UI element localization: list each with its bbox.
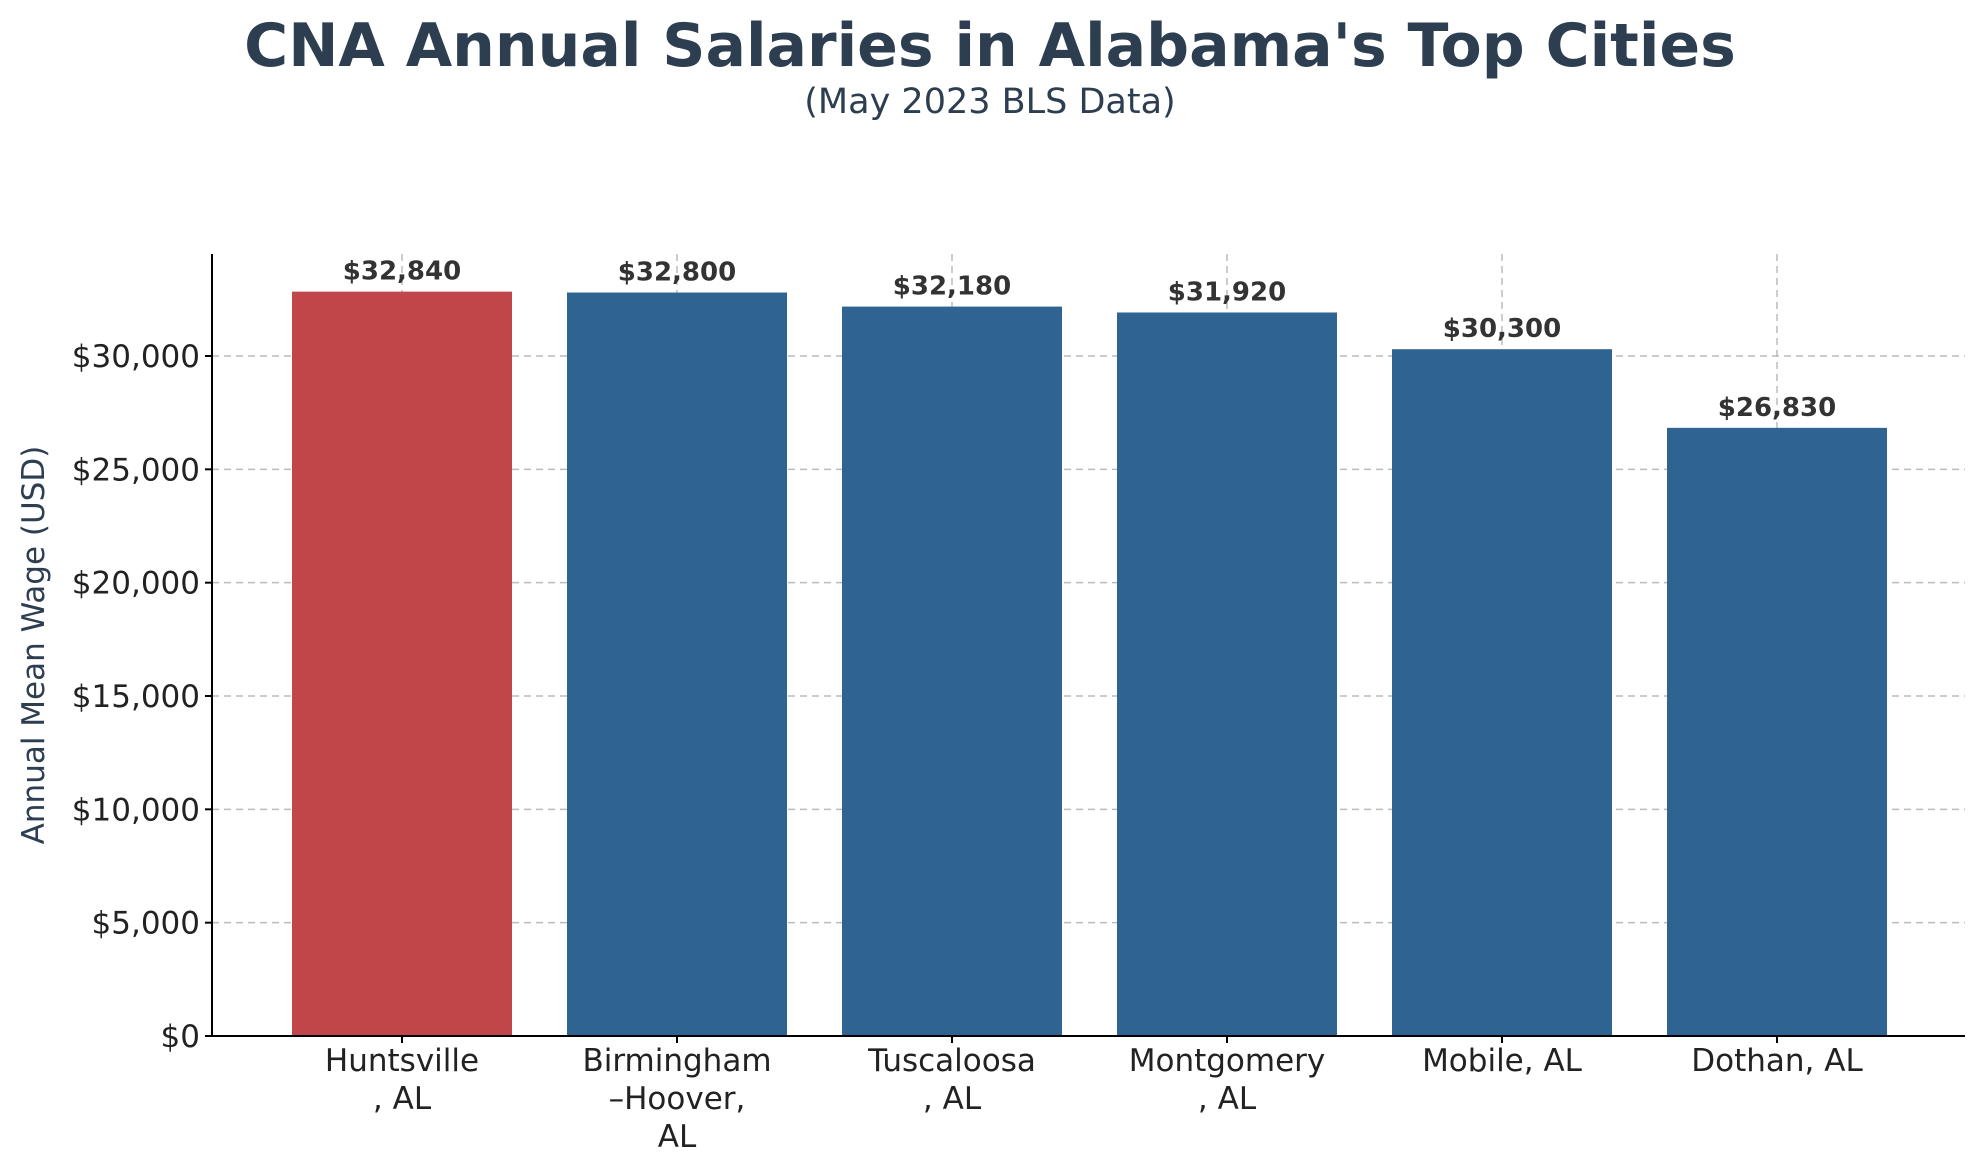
x-tick-label: Huntsville, AL bbox=[325, 1043, 479, 1117]
x-tick-label: Dothan, AL bbox=[1691, 1043, 1863, 1079]
x-tick-label-line: Birmingham bbox=[582, 1043, 771, 1079]
x-tick-label: Mobile, AL bbox=[1422, 1043, 1583, 1079]
bar bbox=[1392, 349, 1612, 1036]
bar-value-label: $32,180 bbox=[893, 272, 1011, 302]
chart-title: CNA Annual Salaries in Alabama's Top Cit… bbox=[244, 11, 1736, 81]
bar-value-label: $32,800 bbox=[618, 258, 736, 288]
y-tick-label: $5,000 bbox=[92, 906, 200, 942]
x-tick-label-line: Mobile, AL bbox=[1422, 1043, 1583, 1079]
x-tick-label: Montgomery, AL bbox=[1129, 1043, 1326, 1117]
y-tick-label: $10,000 bbox=[72, 792, 200, 828]
bars-layer bbox=[292, 291, 1887, 1037]
y-ticks-layer: $0 $5,000 $10,000 $15,000 $20,000 $25,000 $30,… bbox=[72, 339, 212, 1055]
y-tick-label: $30,000 bbox=[72, 339, 200, 375]
y-tick-label: $0 bbox=[161, 1019, 200, 1055]
chart-subtitle: (May 2023 BLS Data) bbox=[804, 82, 1175, 122]
bar bbox=[1117, 312, 1337, 1037]
x-tick-label-line: Tuscaloosa bbox=[867, 1043, 1036, 1079]
x-tick-label-line: Huntsville bbox=[325, 1043, 479, 1079]
y-tick-label: $15,000 bbox=[72, 679, 200, 715]
x-tick-label-line: , AL bbox=[373, 1081, 432, 1117]
bar bbox=[292, 291, 512, 1036]
bar-value-label: $30,300 bbox=[1443, 314, 1561, 344]
bar bbox=[1667, 427, 1887, 1036]
y-tick-label: $25,000 bbox=[72, 452, 200, 488]
bar-value-label: $31,920 bbox=[1168, 277, 1286, 307]
x-tick-label-line: Montgomery bbox=[1129, 1043, 1326, 1079]
bar bbox=[567, 292, 787, 1036]
x-tick-label-line: , AL bbox=[923, 1081, 982, 1117]
x-tick-label-line: AL bbox=[658, 1119, 697, 1155]
x-tick-label: Birmingham –Hoover, AL bbox=[582, 1043, 771, 1155]
x-tick-label-line: –Hoover, bbox=[609, 1081, 746, 1117]
y-tick-label: $20,000 bbox=[72, 566, 200, 602]
x-tick-label: Tuscaloosa, AL bbox=[867, 1043, 1036, 1117]
x-tick-label-line: Dothan, AL bbox=[1691, 1043, 1863, 1079]
axes-layer bbox=[211, 254, 1965, 1037]
bar-value-label: $32,840 bbox=[343, 257, 461, 287]
x-tick-label-line: , AL bbox=[1198, 1081, 1257, 1117]
bar-value-label: $26,830 bbox=[1718, 393, 1836, 423]
y-axis-label: Annual Mean Wage (USD) bbox=[16, 446, 52, 845]
data-labels-layer: $32,840 $32,800 $32,180 $31,920 $30,300 $26,8… bbox=[343, 257, 1836, 423]
bar bbox=[842, 306, 1062, 1036]
